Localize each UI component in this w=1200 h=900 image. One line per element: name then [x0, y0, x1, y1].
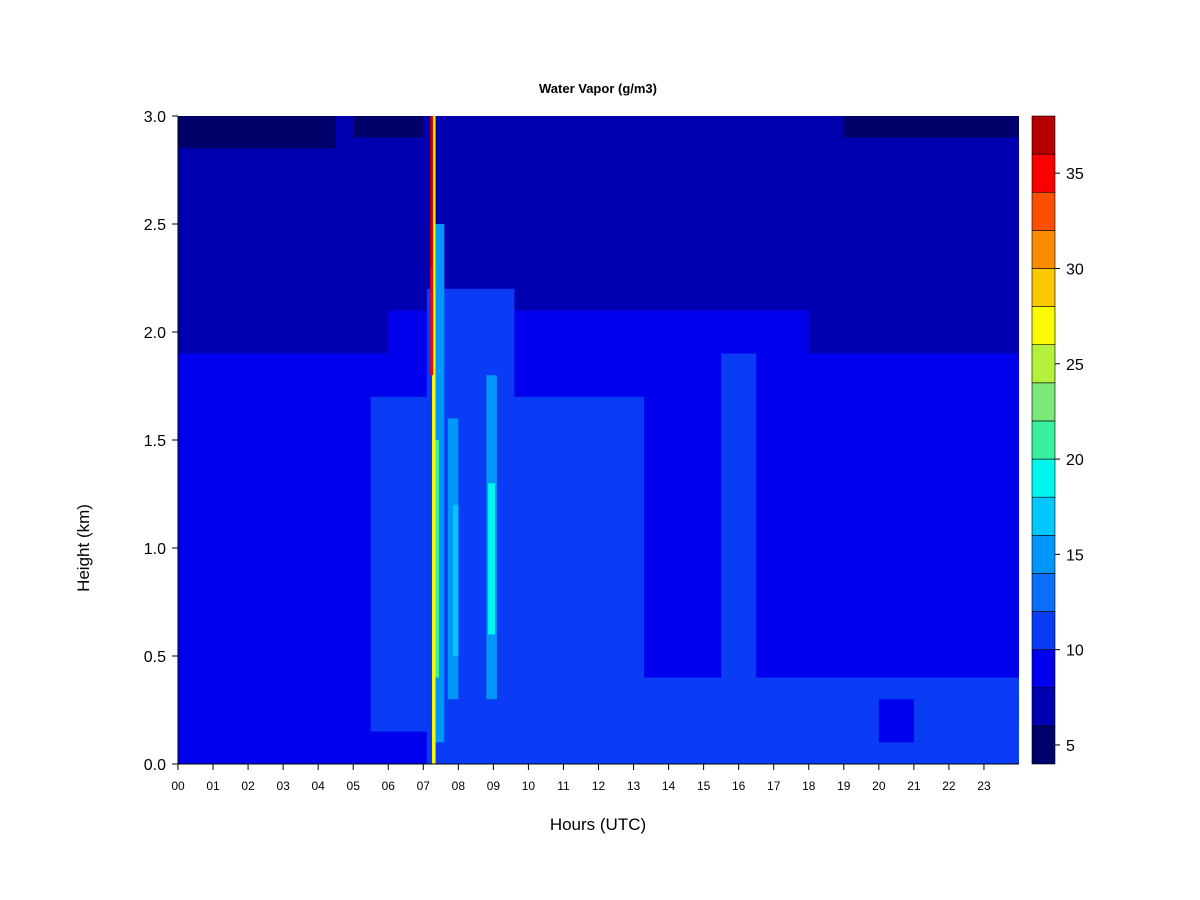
heatmap-region-18 [433, 440, 440, 678]
x-tick-label: 06 [382, 779, 396, 793]
y-tick-label: 1.5 [144, 433, 166, 450]
x-tick-label: 15 [697, 779, 711, 793]
x-tick-label: 13 [627, 779, 641, 793]
colorbar-swatch [1031, 306, 1056, 346]
colorbar-swatch [1031, 496, 1056, 536]
x-tick-label: 19 [837, 779, 851, 793]
heatmap-region-5 [353, 116, 424, 138]
y-axis: 0.0 0.5 1.0 1.5 2.0 2.5 3.0 [144, 109, 178, 774]
x-tick-label: 12 [592, 779, 606, 793]
heatmap-region-13 [435, 224, 445, 743]
chart-title: Water Vapor (g/m3) [539, 81, 657, 96]
heatmap-region-7 [370, 396, 427, 732]
colorbar-swatch [1031, 649, 1056, 689]
y-tick-label: 2.0 [144, 325, 166, 342]
colorbar-tick-label: 20 [1066, 452, 1084, 469]
x-axis: 00 01 02 03 04 05 06 07 08 09 10 11 12 13 14 15 16 17 18 19… [171, 764, 991, 793]
colorbar-swatch [1031, 573, 1056, 612]
x-tick-label: 07 [417, 779, 431, 793]
x-tick-label: 10 [522, 779, 536, 793]
colorbar-tick-label: 35 [1066, 166, 1084, 183]
heatmap-region-6 [843, 116, 1019, 138]
colorbar-swatch [1031, 344, 1056, 384]
colorbar-swatch [1031, 115, 1056, 155]
heatmap-region-9 [514, 396, 645, 764]
heatmap-region-3 [808, 288, 1019, 354]
x-tick-label: 05 [347, 779, 361, 793]
y-tick-label: 0.5 [144, 649, 166, 666]
y-tick-label: 1.0 [144, 541, 166, 558]
x-tick-label: 09 [487, 779, 501, 793]
x-tick-label: 03 [276, 779, 290, 793]
colorbar-swatch [1031, 268, 1056, 307]
colorbar-swatch [1031, 458, 1056, 498]
colorbar-swatch [1031, 191, 1056, 231]
heatmap-region-19 [432, 116, 436, 764]
colorbar-swatch [1031, 611, 1056, 650]
colorbar-swatch [1031, 420, 1056, 460]
x-tick-label: 01 [206, 779, 220, 793]
colorbar-tick-label: 10 [1066, 643, 1084, 660]
heatmap-region-16 [453, 504, 459, 656]
colorbar-tick-label: 25 [1066, 357, 1084, 374]
x-tick-label: 23 [977, 779, 991, 793]
heatmap-region-10 [644, 677, 1019, 764]
colorbar-swatch [1031, 725, 1056, 765]
y-tick-label: 3.0 [144, 109, 166, 126]
colorbar-tick-label: 15 [1066, 547, 1084, 564]
colorbar-swatch [1031, 153, 1056, 193]
y-tick-label: 2.5 [144, 217, 166, 234]
x-tick-label: 11 [557, 779, 570, 793]
heatmap-region-21 [430, 116, 433, 268]
x-axis-label: Hours (UTC) [550, 815, 646, 834]
heatmap-region-2 [178, 288, 389, 354]
x-tick-label: 20 [872, 779, 886, 793]
x-tick-label: 14 [662, 779, 676, 793]
colorbar-tick-label: 5 [1066, 738, 1075, 755]
heatmap-region-4 [178, 116, 336, 149]
heatmap-region-17 [488, 483, 496, 635]
x-tick-label: 17 [767, 779, 781, 793]
heatmap-region-12 [878, 699, 914, 743]
colorbar-swatch [1031, 230, 1056, 269]
colorbar-swatch [1031, 687, 1056, 727]
colorbar: 5 10 15 20 25 30 35 [1031, 115, 1084, 765]
heatmap-region-11 [721, 353, 757, 721]
y-tick-label: 0.0 [144, 757, 166, 774]
x-tick-label: 00 [171, 779, 185, 793]
colorbar-swatch [1031, 534, 1056, 574]
colorbar-tick-label: 30 [1066, 261, 1084, 278]
heatmap-plot-area [178, 116, 1019, 764]
x-tick-label: 04 [311, 779, 325, 793]
colorbar-swatch [1031, 382, 1056, 422]
x-tick-label: 21 [907, 779, 921, 793]
x-tick-label: 08 [452, 779, 466, 793]
x-tick-label: 18 [802, 779, 816, 793]
x-tick-label: 22 [942, 779, 956, 793]
x-tick-label: 02 [241, 779, 255, 793]
y-axis-label: Height (km) [74, 504, 93, 592]
x-tick-label: 16 [732, 779, 746, 793]
